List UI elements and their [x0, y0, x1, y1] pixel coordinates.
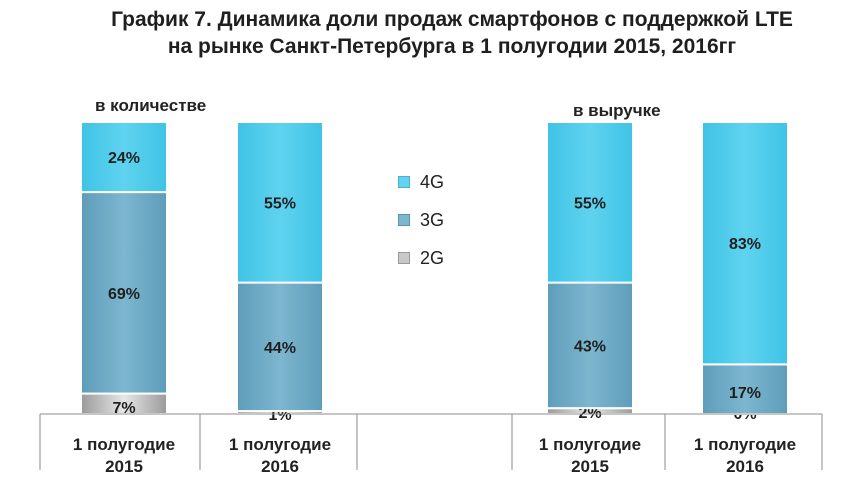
chart-title-line1: График 7. Динамика доли продаж смартфоно…: [111, 8, 793, 31]
data-label-3g-g2-c2: 17%: [729, 385, 761, 402]
chart-title: График 7. Динамика доли продаж смартфоно…: [0, 6, 864, 60]
chart-title-line2: на рынке Санкт-Петербурга в 1 полугодии …: [167, 35, 737, 58]
category-label-g2-c1: 1 полугодие 2015: [539, 435, 641, 476]
data-label-4g-g2-c1: 55%: [574, 195, 606, 212]
data-label-4g-g2-c2: 83%: [729, 236, 761, 253]
legend-swatch-2g: [398, 252, 410, 264]
legend-swatch-4g: [398, 176, 410, 188]
category-label-g2-c2: 1 полугодие 2016: [694, 435, 796, 476]
category-label-g1-c1: 1 полугодие 2015: [73, 435, 175, 476]
bar-4g-g1-c2: [236, 121, 324, 284]
legend-item-3g: 3G: [398, 206, 488, 234]
category-label-g1-c2: 1 полугодие 2016: [229, 435, 331, 476]
legend-item-2g: 2G: [398, 244, 488, 272]
legend: 4G 3G 2G: [398, 168, 488, 282]
legend-label-3g: 3G: [420, 209, 445, 230]
group-label-2: в выручке: [573, 101, 661, 120]
data-label-3g-g1-c1: 69%: [108, 286, 140, 303]
legend-label-2g: 2G: [420, 247, 445, 268]
legend-swatch-3g: [398, 214, 410, 226]
group-label-1: в количестве: [95, 96, 206, 115]
data-label-4g-g1-c1: 24%: [108, 150, 140, 167]
bar-4g-g1-c1: [80, 121, 168, 194]
legend-label-4g: 4G: [420, 171, 445, 192]
data-label-3g-g2-c1: 43%: [574, 338, 606, 355]
legend-item-4g: 4G: [398, 168, 488, 196]
data-label-3g-g1-c2: 44%: [264, 340, 296, 357]
bar-4g-g2-c1: [546, 121, 634, 284]
bar-4g-g2-c2: [701, 121, 789, 366]
data-label-4g-g1-c2: 55%: [264, 195, 296, 212]
data-label-2g-g1-c1: 7%: [112, 400, 135, 417]
